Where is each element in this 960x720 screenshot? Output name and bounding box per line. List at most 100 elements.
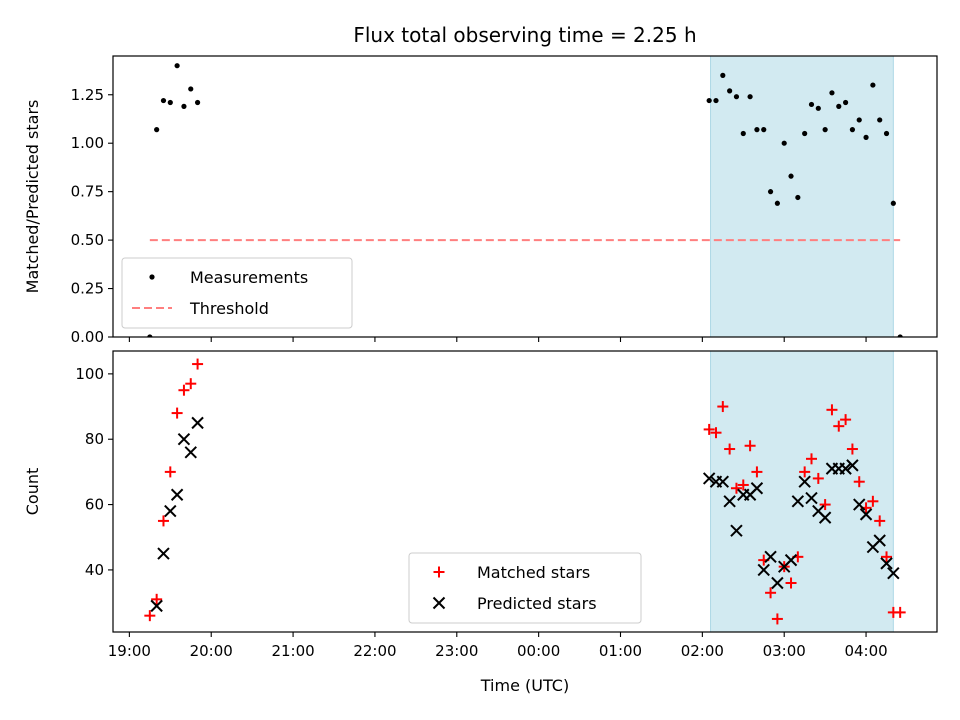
measurements-point	[740, 130, 746, 137]
x-tick-label: 00:00	[517, 642, 560, 660]
measurements-point	[836, 103, 842, 109]
matched-stars-point	[771, 613, 783, 625]
x-axis-label: Time (UTC)	[480, 676, 569, 695]
measurements-point	[815, 105, 821, 111]
predicted-stars-point	[170, 488, 184, 501]
matched-stars-point	[805, 453, 817, 465]
predicted-stars-point	[764, 550, 777, 564]
measurements-point	[174, 63, 180, 69]
x-tick-label: 23:00	[435, 642, 478, 660]
predicted-stars-point	[859, 508, 873, 521]
x-tick-label: 04:00	[844, 642, 887, 660]
matched-stars-point	[819, 499, 831, 511]
measurements-point	[761, 127, 767, 133]
matched-stars-point	[826, 404, 838, 416]
matched-stars-point	[144, 610, 156, 622]
y-tick-label: 100	[75, 365, 104, 383]
predicted-stars-point	[853, 498, 866, 511]
matched-stars-point	[894, 606, 906, 618]
matched-stars-point	[846, 443, 858, 455]
predicted-stars-point	[887, 566, 900, 580]
legend-measurements-label: Measurements	[190, 268, 308, 287]
measurements-point	[181, 103, 187, 109]
predicted-stars-point	[771, 576, 784, 590]
x-tick-label: 19:00	[108, 642, 151, 660]
x-tick-label: 01:00	[599, 642, 642, 660]
predicted-stars-point	[757, 563, 770, 577]
measurements-point	[788, 173, 794, 179]
predicted-stars-point	[177, 433, 191, 446]
measurements-point	[706, 97, 712, 104]
measurements-point	[822, 127, 828, 133]
legend-predicted-stars-swatch	[432, 596, 446, 610]
predicted-stars-point	[846, 459, 859, 472]
matched-stars-point	[853, 476, 865, 488]
measurements-point	[194, 99, 201, 106]
x-tick-label: 02:00	[681, 642, 724, 660]
predicted-stars-point	[730, 524, 743, 537]
measurements-point	[870, 82, 876, 88]
x-tick-label: 21:00	[271, 642, 314, 660]
y-tick-label: 1.25	[71, 86, 104, 104]
axes-frame	[112, 55, 938, 338]
matched-stars-point	[164, 466, 176, 478]
measurements-point	[842, 99, 849, 106]
axes-frame	[112, 350, 938, 633]
measurements-point	[720, 72, 726, 78]
plot-area	[144, 358, 906, 625]
matched-stars-point	[881, 551, 893, 563]
x-tick-label: 03:00	[763, 642, 806, 660]
legend: Matched stars Predicted stars	[408, 552, 642, 624]
measurements-point	[733, 94, 740, 100]
count-panel: 40 60 80 100 19:00 20:00 21:00 22:00 23:00 00:00 0…	[23, 350, 938, 660]
predicted-stars-point	[150, 599, 163, 613]
measurements-point	[754, 127, 760, 133]
predicted-stars-point	[157, 547, 170, 560]
legend-matched-stars-label: Matched stars	[477, 563, 590, 582]
legend-matched-stars-swatch	[433, 566, 445, 578]
measurements-point	[781, 140, 787, 146]
predicted-stars-point	[873, 534, 886, 547]
y-tick-label: 80	[85, 430, 104, 448]
observing-interval-shade	[710, 350, 894, 633]
measurements-point	[154, 127, 160, 133]
measurements-point	[802, 130, 808, 137]
legend-measurements-swatch	[149, 274, 155, 280]
plot-area	[147, 63, 903, 337]
matched-stars-point	[799, 466, 811, 478]
measurements-point	[767, 189, 774, 195]
measurements-point	[713, 97, 719, 104]
matched-stars-point	[833, 420, 845, 432]
measurements-point	[167, 99, 173, 106]
measurements-point	[747, 94, 753, 100]
chart-title: Flux total observing time = 2.25 h	[353, 23, 696, 47]
matched-stars-point	[744, 440, 756, 452]
predicted-stars-point	[818, 511, 832, 524]
measurements-point	[877, 117, 883, 123]
legend-predicted-stars-label: Predicted stars	[477, 594, 597, 613]
measurements-point	[897, 334, 903, 337]
y-tick-label: 0.75	[71, 183, 104, 201]
measurements-point	[727, 88, 733, 94]
matched-stars-point	[724, 443, 736, 455]
matched-stars-point	[730, 482, 742, 494]
predicted-stars-point	[798, 475, 811, 488]
measurements-point	[863, 134, 869, 140]
legend: Measurements Threshold	[121, 257, 353, 329]
ratio-panel: 0.00 0.25 0.50 0.75 1.00 1.25 Matched/Predicte…	[23, 55, 938, 346]
measurements-point	[160, 97, 167, 104]
matched-stars-point	[751, 466, 763, 478]
measurements-point	[849, 127, 856, 133]
matched-stars-point	[192, 358, 204, 370]
y-tick-label: 40	[85, 561, 104, 579]
observing-interval-shade	[710, 55, 894, 338]
x-tick-label: 20:00	[190, 642, 233, 660]
y-tick-label: 60	[85, 496, 104, 514]
predicted-stars-point	[839, 462, 852, 475]
y-axis-label: Count	[23, 468, 42, 516]
predicted-stars-point	[880, 557, 893, 570]
matched-stars-point	[867, 495, 879, 507]
measurements-point	[147, 334, 153, 337]
predicted-stars-point	[791, 495, 805, 508]
